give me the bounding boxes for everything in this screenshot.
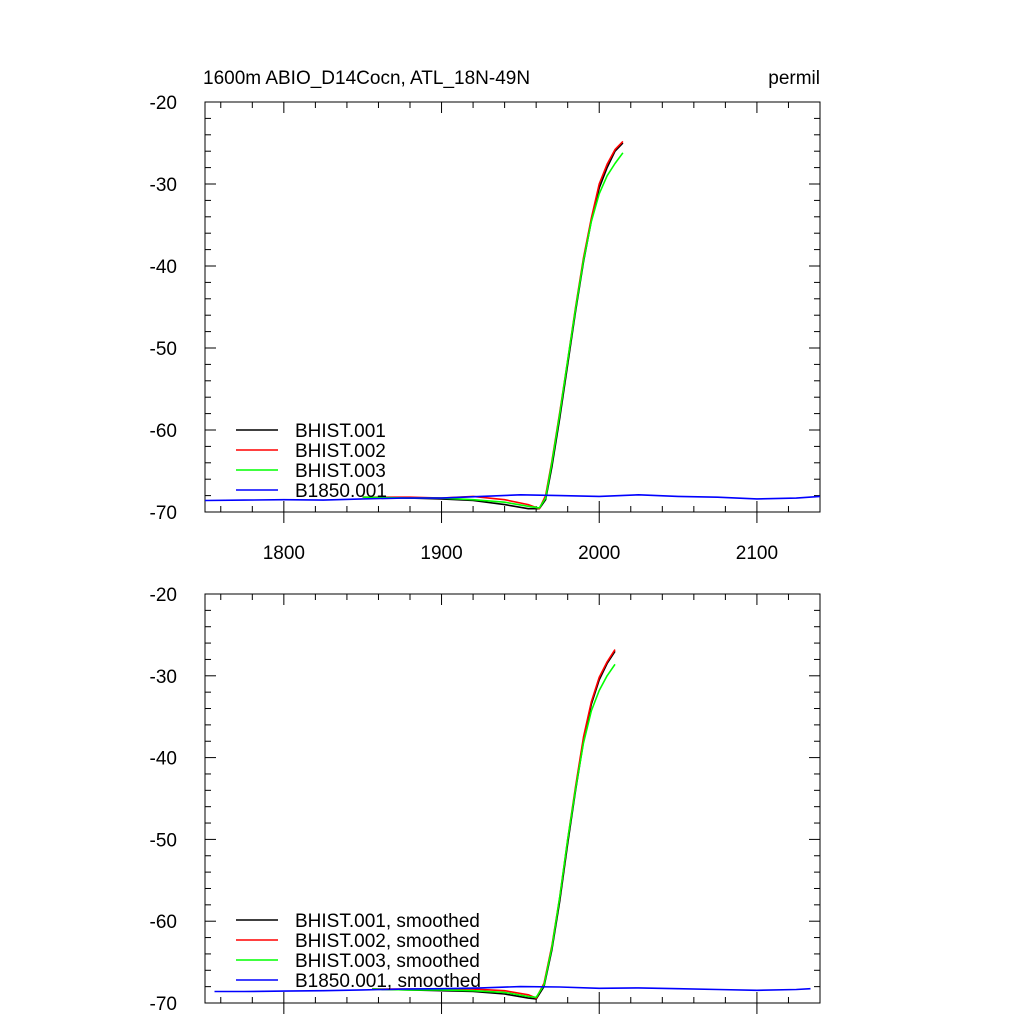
legend-label-2: BHIST.002, smoothed: [295, 931, 480, 952]
y-tick-label: -20: [150, 93, 177, 114]
series-line-4: [214, 985, 811, 993]
legend-label-1: BHIST.001: [295, 421, 386, 442]
y-tick-label: -70: [150, 994, 177, 1015]
legend-label-2: BHIST.002: [295, 441, 386, 462]
plot-frame: [204, 101, 821, 513]
legend-label-3: BHIST.003, smoothed: [295, 951, 480, 972]
top-panel: -20 -30 -40 -50 -60 -70 1800 1900 2000 2100 BHIST.…: [150, 93, 821, 564]
legend-label-4: B1850.001: [295, 481, 387, 502]
legend-label-3: BHIST.003: [295, 461, 386, 482]
series-line-3: [362, 152, 624, 509]
y-tick-label: -30: [150, 667, 177, 688]
y-tick-label: -40: [150, 257, 177, 278]
chart-title-left: 1600m ABIO_D14Cocn, ATL_18N-49N: [203, 68, 530, 89]
y-tick-label: -60: [150, 912, 177, 933]
x-tick-label: 2000: [578, 543, 620, 564]
y-tick-label: -20: [150, 585, 177, 606]
legend-label-1: BHIST.001, smoothed: [295, 911, 480, 932]
y-tick-label: -30: [150, 175, 177, 196]
series-line-4: [204, 493, 821, 502]
y-tick-label: -50: [150, 830, 177, 851]
y-tick-label: -40: [150, 749, 177, 770]
legend-label-4: B1850.001, smoothed: [295, 971, 481, 992]
series-line-3: [372, 663, 616, 999]
y-tick-label: -70: [150, 503, 177, 524]
y-tick-label: -60: [150, 421, 177, 442]
plot-frame: [204, 593, 821, 1004]
x-tick-label: 1800: [263, 543, 305, 564]
x-tick-label: 1900: [420, 543, 462, 564]
chart-title-right: permil: [768, 68, 820, 89]
series-line-2: [362, 140, 624, 510]
x-tick-label: 2100: [736, 543, 778, 564]
series-line-1: [362, 142, 624, 510]
y-tick-label: -50: [150, 339, 177, 360]
